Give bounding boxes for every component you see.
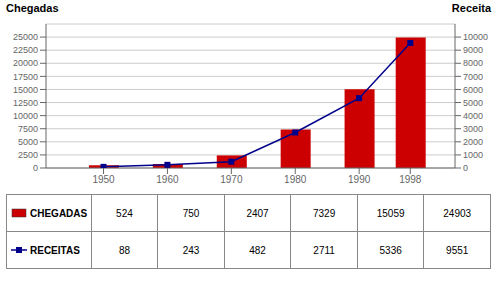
svg-text:17500: 17500 [13, 72, 38, 82]
svg-text:9000: 9000 [463, 45, 483, 55]
svg-text:6000: 6000 [463, 85, 483, 95]
svg-text:12500: 12500 [13, 98, 38, 108]
html-text:15059: 15059 [376, 207, 405, 219]
svg-text:1980: 1980 [284, 174, 307, 185]
html-text:750: 750 [182, 207, 200, 219]
svg-text:7500: 7500 [18, 124, 38, 134]
svg-text:1000: 1000 [463, 150, 483, 160]
svg-text:0: 0 [463, 163, 468, 173]
html-text:Chegadas: Chegadas [6, 2, 59, 14]
svg-text:1998: 1998 [399, 174, 422, 185]
html-text:524: 524 [116, 207, 133, 219]
svg-text:10000: 10000 [13, 111, 38, 121]
svg-text:1950: 1950 [92, 174, 115, 185]
html-text:RECEITAS: RECEITAS [30, 244, 80, 256]
svg-text:25000: 25000 [13, 32, 38, 42]
svg-text:5000: 5000 [463, 98, 483, 108]
svg-text:20000: 20000 [13, 58, 38, 68]
html-text:Receita: Receita [451, 2, 491, 14]
html-text:7329: 7329 [313, 207, 336, 219]
svg-text:5000: 5000 [18, 137, 38, 147]
svg-text:1970: 1970 [220, 174, 243, 185]
svg-text:8000: 8000 [463, 58, 483, 68]
html-text:5336: 5336 [379, 244, 402, 256]
html-text:243: 243 [182, 244, 200, 256]
html-text:24903: 24903 [443, 207, 472, 219]
html-text:9551: 9551 [446, 244, 469, 256]
html-text:2407: 2407 [246, 207, 269, 219]
svg-text:1960: 1960 [156, 174, 179, 185]
html-text:2711: 2711 [313, 244, 335, 256]
svg-text:22500: 22500 [13, 45, 38, 55]
svg-text:1990: 1990 [348, 174, 371, 185]
svg-text:10000: 10000 [463, 32, 488, 42]
svg-text:7000: 7000 [463, 72, 483, 82]
svg-text:0: 0 [33, 163, 38, 173]
svg-text:15000: 15000 [13, 85, 38, 95]
svg-text:3000: 3000 [463, 124, 483, 134]
svg-text:4000: 4000 [463, 111, 483, 121]
html-text:482: 482 [249, 244, 266, 256]
svg-text:2500: 2500 [18, 150, 38, 160]
html-text:CHEGADAS: CHEGADAS [30, 207, 88, 219]
html-text:88: 88 [118, 244, 130, 256]
svg-text:2000: 2000 [463, 137, 483, 147]
